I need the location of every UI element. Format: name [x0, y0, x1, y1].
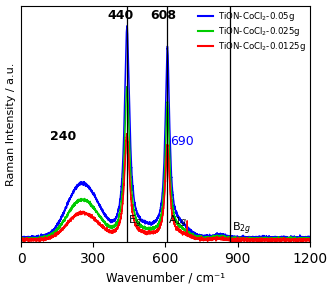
TiON-CoCl₂-0.025g: [52, 232, 56, 235]
Legend: TiON-CoCl$_2$-0.05g, TiON-CoCl$_2$-0.025g, TiON-CoCl$_2$-0.0125g: TiON-CoCl$_2$-0.05g, TiON-CoCl$_2$-0.025…: [198, 10, 306, 53]
TiON-CoCl₂-0.025g: [19, 239, 23, 242]
Text: 240: 240: [50, 130, 76, 143]
Text: 690: 690: [170, 135, 194, 148]
TiON-CoCl₂-0.05g: [271, 236, 275, 239]
TiON-CoCl₂-0.0125g: [308, 238, 312, 241]
TiON-CoCl₂-0.025g: [125, 85, 129, 88]
TiON-CoCl₂-0.0125g: [130, 206, 134, 209]
TiON-CoCl₂-0.05g: [125, 24, 129, 28]
Y-axis label: Raman Intensity / a.u.: Raman Intensity / a.u.: [6, 62, 16, 186]
TiON-CoCl₂-0.025g: [130, 191, 134, 194]
Text: 440: 440: [108, 9, 134, 22]
Line: TiON-CoCl₂-0.025g: TiON-CoCl₂-0.025g: [21, 87, 310, 241]
TiON-CoCl₂-0.05g: [143, 220, 147, 224]
TiON-CoCl₂-0.05g: [69, 195, 73, 199]
TiON-CoCl₂-0.025g: [271, 237, 275, 240]
TiON-CoCl₂-0.05g: [302, 236, 306, 240]
TiON-CoCl₂-0.0125g: [231, 240, 235, 244]
TiON-CoCl₂-0.0125g: [143, 229, 147, 233]
TiON-CoCl₂-0.025g: [69, 207, 73, 210]
TiON-CoCl₂-0.0125g: [125, 132, 129, 135]
TiON-CoCl₂-0.0125g: [302, 238, 306, 242]
Line: TiON-CoCl₂-0.0125g: TiON-CoCl₂-0.0125g: [21, 134, 310, 242]
TiON-CoCl₂-0.05g: [130, 174, 134, 177]
TiON-CoCl₂-0.05g: [52, 227, 56, 231]
TiON-CoCl₂-0.05g: [19, 235, 23, 239]
Line: TiON-CoCl₂-0.05g: TiON-CoCl₂-0.05g: [21, 26, 310, 240]
Text: B$_{2g}$: B$_{2g}$: [232, 221, 251, 238]
TiON-CoCl₂-0.05g: [308, 236, 312, 240]
TiON-CoCl₂-0.0125g: [69, 218, 73, 221]
TiON-CoCl₂-0.025g: [299, 239, 303, 243]
TiON-CoCl₂-0.025g: [143, 227, 147, 231]
TiON-CoCl₂-0.05g: [303, 238, 307, 242]
X-axis label: Wavenumber / cm⁻¹: Wavenumber / cm⁻¹: [106, 271, 225, 284]
Text: 608: 608: [150, 9, 176, 22]
TiON-CoCl₂-0.0125g: [52, 234, 56, 238]
TiON-CoCl₂-0.025g: [308, 238, 312, 242]
TiON-CoCl₂-0.0125g: [271, 237, 275, 240]
Text: A$_{1g}$: A$_{1g}$: [168, 214, 188, 230]
TiON-CoCl₂-0.0125g: [19, 239, 23, 242]
TiON-CoCl₂-0.025g: [302, 237, 306, 241]
Text: E$_g$: E$_g$: [128, 214, 142, 230]
